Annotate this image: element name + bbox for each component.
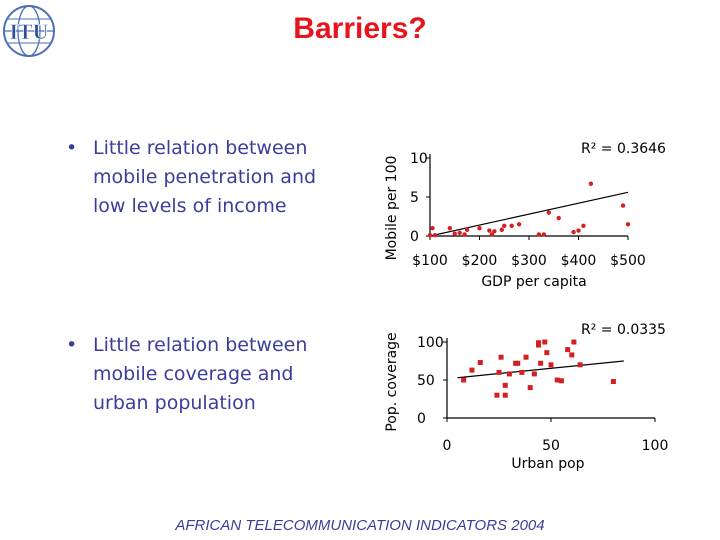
data-point (432, 233, 438, 238)
data-point (556, 215, 561, 221)
data-point (516, 222, 522, 227)
bullet-urban: • Little relation between mobile coverag… (66, 331, 356, 418)
data-point (502, 223, 507, 229)
data-point (447, 226, 452, 231)
data-point (576, 228, 581, 233)
r-squared-annotation: R² = 0.0335 (581, 322, 666, 338)
data-point (536, 232, 542, 237)
itu-logo-text: ITU (9, 19, 48, 44)
bullet-income: • Little relation between mobile penetra… (66, 134, 356, 221)
bullet-line: mobile coverage and (93, 363, 294, 385)
bullet-line: Little relation between (93, 334, 308, 356)
x-tick-label: 50 (542, 438, 560, 454)
data-point (502, 392, 508, 398)
data-point (541, 232, 547, 237)
x-tick-label: $400 (561, 253, 597, 269)
y-axis-title: Pop. coverage (384, 332, 400, 431)
data-point (427, 233, 433, 238)
data-point (498, 354, 504, 360)
bullet-symbol: • (66, 137, 78, 159)
x-axis-label: Urban pop (511, 456, 584, 472)
data-point (494, 392, 500, 398)
data-point (430, 226, 435, 231)
data-point (588, 181, 594, 186)
x-tick-label: $300 (511, 253, 547, 269)
data-point (565, 347, 571, 353)
data-point (571, 339, 577, 345)
page-title: Barriers? (293, 12, 427, 45)
y-tick-label: 0 (410, 229, 419, 245)
trendline (429, 191, 629, 237)
bullet-line: Little relation between (93, 137, 308, 159)
data-point (464, 227, 470, 232)
y-axis-title: Mobile per 100 (384, 156, 400, 261)
data-point (492, 229, 497, 234)
data-point (527, 385, 533, 391)
data-point (515, 360, 521, 366)
data-point (461, 377, 467, 383)
scatter-chart-gdp-mobile: Mobile per 100 R² = 0.3646 GDP per capit… (384, 141, 666, 290)
data-point (531, 371, 537, 377)
data-point (477, 226, 482, 231)
x-tick-label: $500 (610, 253, 646, 269)
data-point (536, 340, 542, 346)
data-point (558, 378, 564, 384)
data-point (487, 228, 492, 233)
bullet-line: low levels of income (93, 195, 287, 217)
bullet-line: urban population (93, 392, 256, 414)
y-axis-label: Mobile per 100 (384, 156, 400, 261)
data-point (489, 232, 495, 237)
scatter-chart-urban-coverage: Pop. coverage R² = 0.0335 Urban pop 0 50 1… (384, 322, 669, 472)
footer-text: AFRICAN TELECOMMUNICATION INDICATORS 200… (175, 517, 545, 534)
y-tick-label: 5 (410, 190, 419, 206)
x-tick-label: 0 (443, 438, 452, 454)
data-point (542, 339, 548, 345)
data-point (523, 354, 529, 360)
x-tick-label: $100 (412, 253, 448, 269)
y-tick-label: 100 (417, 335, 444, 351)
data-point (477, 360, 483, 366)
itu-globe-logo-icon: ITU (3, 5, 55, 57)
bullet-line: mobile penetration and (93, 166, 317, 188)
y-tick-label: 50 (417, 373, 435, 389)
data-point (548, 362, 554, 368)
x-tick-label: $200 (462, 253, 498, 269)
data-point (496, 369, 502, 375)
data-point (509, 223, 514, 229)
x-tick-label: 100 (642, 438, 669, 454)
data-point (554, 377, 560, 383)
x-axis-label: GDP per capita (481, 274, 586, 290)
data-point (499, 227, 504, 232)
data-point (462, 232, 467, 237)
data-point (620, 203, 626, 208)
data-point (502, 382, 508, 388)
data-point (577, 362, 583, 368)
data-point (571, 229, 576, 235)
data-point (469, 367, 475, 373)
data-point (610, 379, 616, 385)
data-point (569, 352, 575, 358)
r-squared-annotation: R² = 0.3646 (581, 141, 666, 157)
data-point (457, 230, 462, 236)
data-point (538, 360, 544, 366)
y-tick-label: 10 (410, 151, 428, 167)
bullet-symbol: • (66, 334, 78, 356)
data-point (581, 223, 586, 229)
data-point (546, 210, 551, 215)
data-point (506, 371, 512, 377)
y-tick-label: 0 (417, 411, 426, 427)
trendline (457, 360, 624, 379)
y-axis-label: Pop. coverage (384, 332, 400, 431)
data-point (625, 222, 631, 227)
data-point (544, 350, 550, 356)
data-point (452, 231, 457, 236)
data-point (519, 369, 525, 375)
